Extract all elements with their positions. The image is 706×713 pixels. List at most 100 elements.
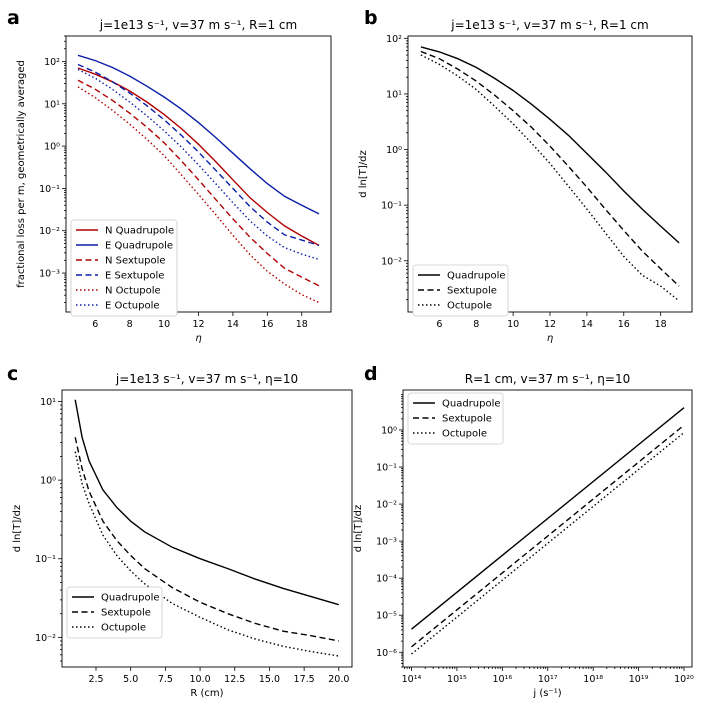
x-tick-label: 10¹⁹ xyxy=(629,674,649,685)
legend-entry: Quadrupole xyxy=(447,271,506,282)
y-tick-label: 10² xyxy=(386,34,402,45)
legend: Quadrupole Sextupole Octupole xyxy=(407,392,504,445)
x-tick-label: 2.5 xyxy=(88,674,103,685)
y-tick-label: 10⁻¹ xyxy=(381,201,402,212)
y-tick-label: 10⁻¹ xyxy=(35,554,56,565)
legend-entry: Octupole xyxy=(447,301,492,312)
legend-box xyxy=(407,392,504,445)
chart-title: j=1e13 s⁻¹, v=37 m s⁻¹, η=10 xyxy=(115,372,298,386)
legend-entry: N Octupole xyxy=(105,286,161,297)
x-axis-label: j (s⁻¹) xyxy=(532,688,561,699)
series-line-quadrupole xyxy=(74,399,339,606)
panel-letter: b xyxy=(364,7,378,29)
x-tick-label: 5.0 xyxy=(123,674,138,685)
panel-b: b j=1e13 s⁻¹, v=37 m s⁻¹, R=1 cm 6 8 10 12 14 1… xyxy=(358,7,693,344)
legend-entry: Quadrupole xyxy=(442,399,501,410)
y-tick-label: 10⁻³ xyxy=(376,537,397,548)
x-tick-label: 10 xyxy=(158,319,170,330)
y-tick-label: 10⁻⁵ xyxy=(376,611,397,622)
x-tick-label: 18 xyxy=(296,319,308,330)
plot-area xyxy=(77,54,320,304)
series-line-quadrupole xyxy=(420,46,680,244)
panel-letter: c xyxy=(7,363,18,385)
panel-letter: a xyxy=(7,7,20,29)
chart-title: R=1 cm, v=37 m s⁻¹, η=10 xyxy=(465,372,630,386)
series-line-sextupole xyxy=(74,437,339,642)
x-tick-label: 10²⁰ xyxy=(674,674,694,685)
y-tick-label: 10⁻² xyxy=(376,500,397,511)
legend-box xyxy=(66,586,163,639)
x-tick-label: 14 xyxy=(227,319,239,330)
panel-d: d R=1 cm, v=37 m s⁻¹, η=10 10¹⁴ 10¹⁵ 10¹⁶ 10¹… xyxy=(353,363,694,699)
x-tick-label: 10¹⁷ xyxy=(538,674,558,685)
y-tick-label: 10⁰ xyxy=(381,425,397,436)
x-tick-label: 12.5 xyxy=(224,674,245,685)
series-line-sextupole xyxy=(420,50,680,287)
series-line-octupole xyxy=(74,451,339,657)
x-axis-label: R (cm) xyxy=(190,688,223,699)
x-tick-label: 10¹⁶ xyxy=(492,674,512,685)
y-tick-label: 10¹ xyxy=(386,89,402,100)
plot-area xyxy=(411,407,685,655)
axes-frame xyxy=(61,389,353,668)
series-line-octupole xyxy=(420,54,680,302)
y-tick-label: 10¹ xyxy=(40,397,56,408)
series-line-e-quadrupole xyxy=(77,54,320,215)
y-tick-label: 10⁻² xyxy=(35,633,56,644)
chart-title: j=1e13 s⁻¹, v=37 m s⁻¹, R=1 cm xyxy=(99,18,297,32)
series-line-n-sextupole xyxy=(77,79,320,287)
x-tick-label: 10.0 xyxy=(189,674,210,685)
y-tick-label: 10⁰ xyxy=(40,476,56,487)
y-axis-label: d ln[T]/dz xyxy=(353,505,364,553)
x-tick-label: 7.5 xyxy=(158,674,173,685)
y-tick-label: 10⁻³ xyxy=(39,269,60,280)
x-tick-label: 10 xyxy=(507,319,519,330)
y-tick-label: 10⁰ xyxy=(386,145,402,156)
y-tick-label: 10⁻² xyxy=(381,256,402,267)
series-line-e-sextupole xyxy=(77,63,320,247)
y-tick-label: 10⁻¹ xyxy=(376,463,397,474)
x-tick-label: 15.0 xyxy=(259,674,280,685)
legend-entry: N Quadrupole xyxy=(105,226,174,237)
x-axis-label: η xyxy=(547,333,553,344)
legend-box xyxy=(70,219,178,317)
x-tick-label: 8 xyxy=(127,319,133,330)
y-tick-label: 10¹ xyxy=(44,99,60,110)
x-tick-label: 20.0 xyxy=(328,674,349,685)
legend-entry: Sextupole xyxy=(101,608,151,619)
panel-c: c j=1e13 s⁻¹, v=37 m s⁻¹, η=10 2.5 5.0 7.5 10… xyxy=(7,363,353,699)
series-line-octupole xyxy=(411,432,685,655)
x-tick-label: 6 xyxy=(92,319,98,330)
y-tick-label: 10⁻⁴ xyxy=(376,574,397,585)
y-tick-label: 10⁻² xyxy=(39,226,60,237)
x-tick-label: 17.5 xyxy=(294,674,315,685)
legend: Quadrupole Sextupole Octupole xyxy=(412,264,509,317)
y-axis-label: fractional loss per m, geometrically ave… xyxy=(16,60,27,288)
legend: N Quadrupole E Quadrupole N Sextupole E Sex… xyxy=(70,219,178,317)
y-tick-label: 10⁰ xyxy=(44,142,60,153)
legend-entry: Sextupole xyxy=(442,414,492,425)
x-tick-label: 12 xyxy=(192,319,204,330)
legend-entry: Sextupole xyxy=(447,286,497,297)
legend-entry: E Octupole xyxy=(105,301,160,312)
series-line-n-quadrupole xyxy=(77,67,320,247)
x-tick-label: 6 xyxy=(436,319,442,330)
plot-area xyxy=(74,399,339,657)
plot-area xyxy=(420,46,680,302)
x-tick-label: 10¹⁸ xyxy=(583,674,603,685)
chart-title: j=1e13 s⁻¹, v=37 m s⁻¹, R=1 cm xyxy=(450,18,648,32)
series-line-sextupole xyxy=(411,424,685,648)
legend-box xyxy=(412,264,509,317)
y-axis-label: d ln[T]/dz xyxy=(12,505,23,553)
x-tick-label: 16 xyxy=(261,319,273,330)
x-tick-label: 14 xyxy=(581,319,593,330)
legend: Quadrupole Sextupole Octupole xyxy=(66,586,163,639)
x-tick-label: 16 xyxy=(618,319,630,330)
y-tick-label: 10⁻⁶ xyxy=(376,648,397,659)
series-line-quadrupole xyxy=(411,407,685,630)
legend-entry: Octupole xyxy=(442,429,487,440)
legend-entry: E Quadrupole xyxy=(105,241,173,252)
legend-entry: Quadrupole xyxy=(101,593,160,604)
panel-letter: d xyxy=(364,363,378,385)
